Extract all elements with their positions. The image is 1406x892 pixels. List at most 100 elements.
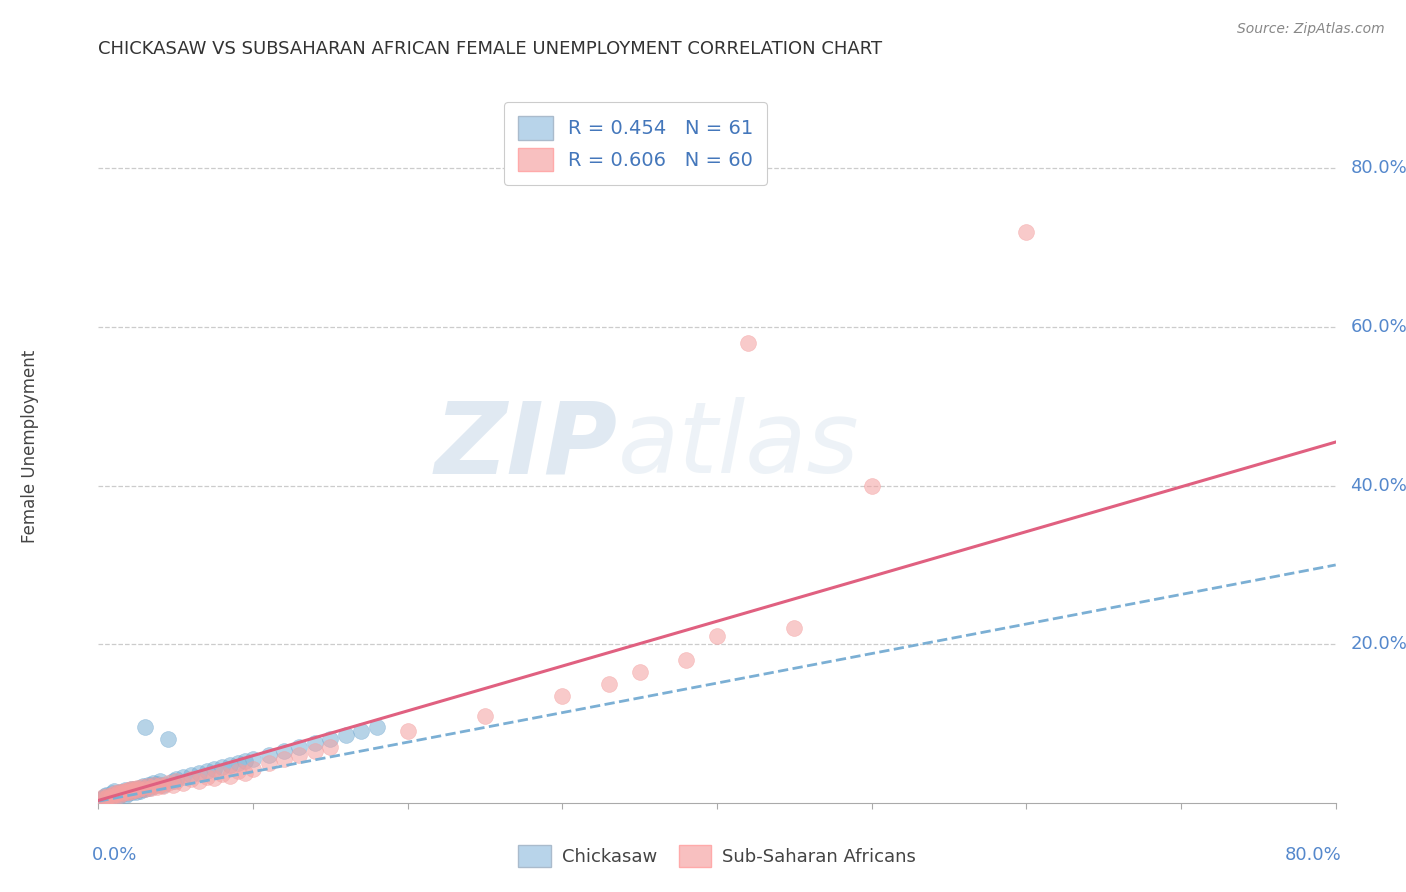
Text: 0.0%: 0.0% — [93, 846, 138, 863]
Point — [128, 780, 150, 795]
Point — [90, 792, 112, 806]
Point — [204, 771, 226, 785]
Point — [122, 782, 145, 797]
Point — [134, 781, 156, 796]
Point — [219, 769, 242, 783]
Point — [96, 791, 118, 805]
Point — [219, 757, 242, 772]
Point — [104, 788, 127, 802]
Text: 80.0%: 80.0% — [1351, 160, 1406, 178]
Point — [350, 724, 373, 739]
Text: 40.0%: 40.0% — [1351, 476, 1406, 495]
Point — [273, 744, 295, 758]
Point — [97, 792, 120, 806]
Point — [91, 790, 114, 805]
Point — [121, 785, 143, 799]
Point — [204, 762, 226, 776]
Point — [1015, 225, 1038, 239]
Point — [100, 789, 122, 803]
Point — [598, 677, 620, 691]
Point — [127, 783, 149, 797]
Point — [152, 778, 174, 792]
Point — [474, 708, 496, 723]
Text: 80.0%: 80.0% — [1285, 846, 1341, 863]
Point — [127, 780, 149, 795]
Point — [112, 786, 135, 800]
Point — [136, 779, 159, 793]
Point — [165, 774, 187, 789]
Point — [131, 780, 153, 794]
Point — [105, 787, 128, 801]
Point — [108, 785, 131, 799]
Text: Source: ZipAtlas.com: Source: ZipAtlas.com — [1237, 22, 1385, 37]
Point — [233, 754, 257, 768]
Point — [195, 764, 218, 778]
Point — [157, 776, 180, 790]
Text: CHICKASAW VS SUBSAHARAN AFRICAN FEMALE UNEMPLOYMENT CORRELATION CHART: CHICKASAW VS SUBSAHARAN AFRICAN FEMALE U… — [98, 40, 883, 58]
Point — [257, 748, 280, 763]
Point — [304, 744, 326, 758]
Point — [121, 784, 143, 798]
Text: 60.0%: 60.0% — [1351, 318, 1406, 336]
Point — [134, 782, 156, 797]
Point — [149, 774, 172, 789]
Point — [136, 778, 159, 792]
Point — [124, 783, 146, 797]
Point — [117, 786, 139, 800]
Point — [257, 756, 280, 771]
Point — [97, 789, 120, 804]
Point — [273, 752, 295, 766]
Text: atlas: atlas — [619, 398, 859, 494]
Point — [737, 335, 759, 350]
Point — [138, 780, 160, 795]
Point — [122, 781, 145, 796]
Point — [233, 765, 257, 780]
Point — [162, 778, 184, 792]
Point — [860, 478, 883, 492]
Point — [107, 785, 129, 799]
Point — [118, 784, 141, 798]
Point — [288, 748, 311, 763]
Point — [242, 762, 264, 776]
Point — [180, 768, 202, 782]
Point — [551, 689, 574, 703]
Point — [188, 765, 211, 780]
Point — [628, 665, 651, 679]
Point — [129, 784, 152, 798]
Point — [335, 728, 357, 742]
Point — [111, 787, 132, 801]
Point — [396, 724, 419, 739]
Point — [132, 779, 155, 793]
Point — [117, 783, 139, 797]
Point — [226, 756, 249, 771]
Point — [115, 785, 138, 799]
Point — [90, 792, 112, 806]
Point — [104, 786, 127, 800]
Point — [134, 721, 156, 735]
Point — [107, 789, 129, 803]
Legend: Chickasaw, Sub-Saharan Africans: Chickasaw, Sub-Saharan Africans — [509, 836, 925, 876]
Point — [120, 781, 142, 796]
Point — [146, 777, 169, 791]
Point — [139, 778, 162, 792]
Point — [131, 781, 153, 796]
Point — [98, 790, 121, 805]
Point — [93, 789, 115, 804]
Point — [152, 779, 174, 793]
Point — [115, 788, 138, 802]
Point — [188, 773, 211, 788]
Point — [165, 772, 187, 786]
Point — [172, 770, 194, 784]
Point — [157, 732, 180, 747]
Point — [706, 629, 728, 643]
Point — [103, 789, 125, 804]
Point — [141, 776, 165, 790]
Point — [195, 770, 218, 784]
Point — [180, 772, 202, 786]
Point — [366, 721, 388, 735]
Point — [319, 740, 342, 755]
Point — [128, 782, 150, 797]
Point — [124, 785, 146, 799]
Point — [103, 789, 125, 803]
Point — [162, 773, 184, 788]
